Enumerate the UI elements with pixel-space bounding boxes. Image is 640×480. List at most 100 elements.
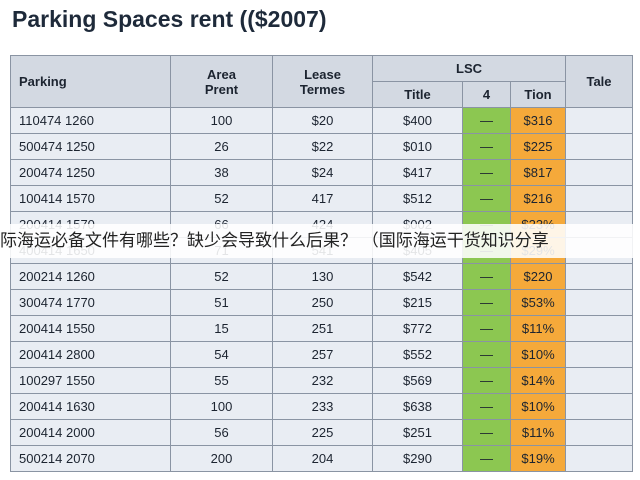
column-header: Area Prent [170, 55, 273, 108]
table-row: 100297 1550 55 232 $569— $14% [10, 367, 633, 394]
table-cell: 233 [272, 393, 373, 420]
table-cell: $11% [510, 315, 566, 342]
table-row: 110474 1260 100 $20 $400— $316 [10, 107, 633, 134]
table-cell: $19% [510, 445, 566, 472]
table-row: 500214 2070 200 204 $290— $19% [10, 445, 633, 472]
table-cell: $400 [372, 107, 463, 134]
table-cell: 52 [170, 185, 273, 212]
table-cell: 56 [170, 419, 273, 446]
column-header: 4 [462, 81, 511, 108]
table-row: 300474 1770 51 250 $215— $53% [10, 289, 633, 316]
table-cell: 110474 1260 [10, 107, 171, 134]
empty-cell [565, 315, 633, 342]
table-cell: $512 [372, 185, 463, 212]
table-cell: 250 [272, 289, 373, 316]
table-cell: $638 [372, 393, 463, 420]
table-cell: $22 [272, 133, 373, 160]
table-cell: $251 [372, 419, 463, 446]
column-header: Lease Termes [272, 55, 373, 108]
table-row: 200414 2000 56 225 $251— $11% [10, 419, 633, 446]
group-header: LSC [372, 55, 566, 82]
table-cell: 15 [170, 315, 273, 342]
table-cell: — [462, 419, 511, 446]
table-cell: 100 [170, 393, 273, 420]
table-row: 200474 1250 38 $24 $417— $817 [10, 159, 633, 186]
column-header: Tale [565, 55, 633, 108]
table-row: 200414 1550 15 251 $772— $11% [10, 315, 633, 342]
empty-cell [565, 419, 633, 446]
table-cell: $215 [372, 289, 463, 316]
table-cell: $542 [372, 263, 463, 290]
table-cell: — [462, 393, 511, 420]
table-cell: — [462, 289, 511, 316]
table-cell: 232 [272, 367, 373, 394]
table-row: 500474 1250 26 $22 $010— $225 [10, 133, 633, 160]
table-cell: $24 [272, 159, 373, 186]
rent-table: Parking Area Prent Lease Termes LSC Tale… [10, 55, 633, 472]
table-cell: 200414 1550 [10, 315, 171, 342]
empty-cell [565, 107, 633, 134]
table-cell: 130 [272, 263, 373, 290]
title: Parking Spaces rent (($2007) [12, 6, 327, 32]
table-cell: $20 [272, 107, 373, 134]
table-cell: 500214 2070 [10, 445, 171, 472]
column-header: Tion [510, 81, 566, 108]
empty-cell [565, 133, 633, 160]
table-cell: $53% [510, 289, 566, 316]
table-cell: — [462, 185, 511, 212]
table-cell: 54 [170, 341, 273, 368]
table-row: 100414 1570 52 417 $512— $216 [10, 185, 633, 212]
table-row: 200414 2800 54 257 $552— $10% [10, 341, 633, 368]
table-cell: 200 [170, 445, 273, 472]
overlay-banner: 际海运必备文件有哪些？缺少会导致什么后果？ （国际海运干货知识分享 [0, 224, 640, 258]
table-cell: 200214 1260 [10, 263, 171, 290]
column-header: Title [372, 81, 463, 108]
table-body: 110474 1260 100 $20 $400— $316 500474 1250 26 $… [10, 107, 633, 472]
table-cell: $10% [510, 393, 566, 420]
table-cell: — [462, 107, 511, 134]
table-cell: $220 [510, 263, 566, 290]
table-cell: 100414 1570 [10, 185, 171, 212]
table-cell: $817 [510, 159, 566, 186]
empty-cell [565, 445, 633, 472]
table-cell: 26 [170, 133, 273, 160]
empty-cell [565, 367, 633, 394]
table-cell: 200414 2800 [10, 341, 171, 368]
empty-cell [565, 341, 633, 368]
table-cell: — [462, 341, 511, 368]
table-cell: — [462, 367, 511, 394]
table-cell: 100 [170, 107, 273, 134]
table-cell: — [462, 315, 511, 342]
empty-cell [565, 393, 633, 420]
table-cell: — [462, 263, 511, 290]
table-cell: $010 [372, 133, 463, 160]
table-cell: — [462, 133, 511, 160]
table-cell: 200474 1250 [10, 159, 171, 186]
table-cell: $290 [372, 445, 463, 472]
table-cell: 500474 1250 [10, 133, 171, 160]
table-cell: 200414 1630 [10, 393, 171, 420]
empty-cell [565, 263, 633, 290]
table-cell: 204 [272, 445, 373, 472]
table-cell: $10% [510, 341, 566, 368]
table-cell: $569 [372, 367, 463, 394]
table-cell: — [462, 159, 511, 186]
table-cell: 52 [170, 263, 273, 290]
table-cell: $552 [372, 341, 463, 368]
empty-cell [565, 185, 633, 212]
table-row: 200414 1630 100 233 $638— $10% [10, 393, 633, 420]
empty-cell [565, 289, 633, 316]
table-cell: — [462, 445, 511, 472]
column-header: Parking [10, 55, 171, 108]
table-cell: 417 [272, 185, 373, 212]
table-cell: 100297 1550 [10, 367, 171, 394]
table-cell: $225 [510, 133, 566, 160]
table-cell: 257 [272, 341, 373, 368]
table-cell: 251 [272, 315, 373, 342]
table-cell: $316 [510, 107, 566, 134]
table-cell: 51 [170, 289, 273, 316]
table-cell: 200414 2000 [10, 419, 171, 446]
table-row: 200214 1260 52 130 $542— $220 [10, 263, 633, 290]
table-cell: $772 [372, 315, 463, 342]
